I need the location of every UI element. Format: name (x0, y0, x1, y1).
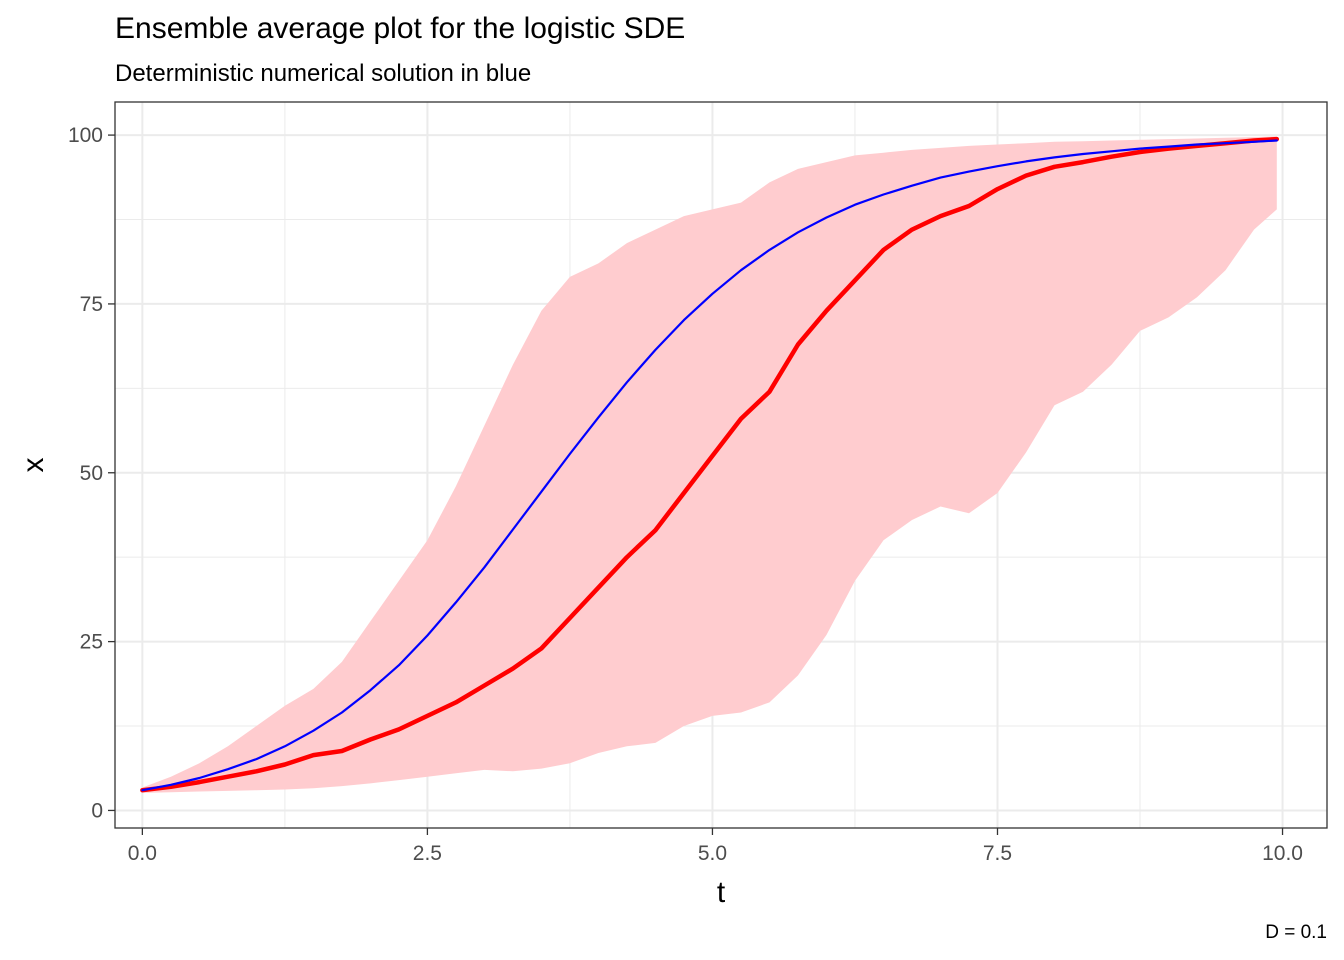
x-tick-label: 10.0 (1262, 842, 1303, 865)
ensemble-mean-line (140, 136, 1280, 793)
line-layer (140, 136, 1280, 793)
x-axis: 0.0 2.5 5.0 7.5 10.0 (128, 828, 1303, 865)
y-tick-label: 100 (68, 124, 103, 147)
x-tick-label: 5.0 (698, 842, 727, 865)
chart-subtitle: Deterministic numerical solution in blue (115, 60, 532, 87)
chart-caption: D = 0.1 (1265, 922, 1327, 943)
y-tick-label: 25 (80, 631, 103, 654)
deterministic-line (141, 139, 1278, 792)
x-tick-label: 0.0 (128, 842, 157, 865)
y-tick-label: 75 (80, 293, 103, 316)
x-tick-label: 2.5 (413, 842, 442, 865)
y-tick-label: 50 (80, 462, 103, 485)
x-axis-title: t (717, 876, 726, 909)
y-axis: 0 25 50 75 100 (68, 124, 115, 822)
ribbon-layer (142, 136, 1277, 793)
y-tick-label: 0 (91, 799, 103, 822)
y-axis-title: x (17, 458, 50, 473)
x-tick-label: 7.5 (983, 842, 1012, 865)
chart-title: Ensemble average plot for the logistic S… (115, 12, 686, 45)
ribbon-band (142, 136, 1277, 793)
panel-border (114, 101, 1328, 829)
